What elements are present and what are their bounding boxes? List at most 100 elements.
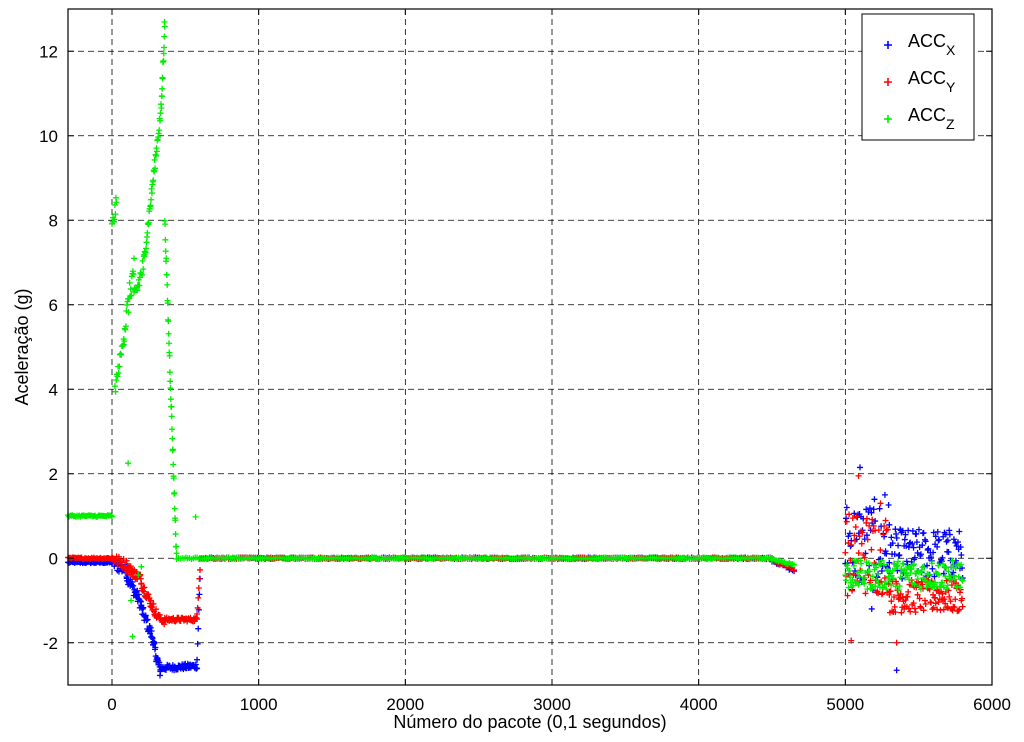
legend-acc-y-label: ACCY [908, 68, 956, 95]
acc-x-point [868, 509, 875, 516]
acc-z-point [150, 177, 157, 184]
acc-z-point [139, 271, 146, 278]
acc-z-point [945, 568, 952, 575]
axis-ticks: 0 1000 2000 3000 4000 5000 6000 -2 0 2 4 6 8 10 12 [39, 9, 1011, 714]
acc-y-point [194, 604, 201, 611]
acc-y-point [123, 557, 130, 564]
acc-x-point [886, 521, 893, 528]
acc-x-point [957, 544, 964, 551]
acc-x-point [934, 528, 941, 535]
acc-y-point [849, 515, 856, 522]
acc-z-point [148, 190, 155, 197]
acc-z-point [865, 560, 872, 567]
acc-y-point [939, 590, 946, 597]
acc-y-point [958, 595, 965, 602]
acc-z-point [868, 581, 875, 588]
acc-y-point [850, 571, 857, 578]
acc-z-point [918, 568, 925, 575]
acc-x-point [895, 542, 902, 549]
x-tick-label: 2000 [386, 695, 424, 714]
x-tick-label: 4000 [680, 695, 718, 714]
acc-x-point [899, 527, 906, 534]
acc-z-point [170, 461, 177, 468]
acc-y-point [912, 609, 919, 616]
acc-y-point [891, 603, 898, 610]
acc-z-point [164, 300, 171, 307]
acc-z-point [944, 582, 951, 589]
acc-z-point [891, 560, 898, 567]
acc-x-point [194, 665, 201, 672]
x-tick-label: 1000 [240, 695, 278, 714]
acc-x-point [151, 639, 158, 646]
acc-y-point [869, 516, 876, 523]
acc-z-point [910, 562, 917, 569]
acc-y-point [194, 616, 201, 623]
acc-z-point [113, 377, 120, 384]
acc-x-point [891, 551, 898, 558]
acc-z-point [791, 561, 797, 568]
acc-z-point [128, 597, 135, 604]
acc-y-point [193, 614, 200, 621]
acc-z-point [169, 446, 176, 453]
acc-x-point [130, 582, 137, 589]
acc-z-point [878, 557, 885, 564]
acc-z-point [908, 565, 915, 572]
acc-z-point [921, 577, 928, 584]
acc-z-point [163, 271, 170, 278]
acc-y-point [881, 523, 888, 530]
acc-y-point [856, 533, 863, 540]
acc-y-point [944, 603, 951, 610]
acc-z-point [895, 558, 902, 565]
acc-y-point [848, 541, 855, 548]
acc-y-point [852, 537, 859, 544]
acc-x-point [866, 505, 873, 512]
acc-y-point [864, 536, 871, 543]
acc-x-point [946, 527, 953, 534]
acc-z-point [145, 219, 152, 226]
acc-y-point [940, 606, 947, 613]
acc-z-point [895, 586, 902, 593]
plot-frame [67, 8, 993, 686]
acc-z-point [959, 577, 966, 584]
acc-z-point [164, 281, 171, 288]
acc-x-point [953, 542, 960, 549]
acc-z-point [167, 385, 174, 392]
legend-acc-z-name: ACC [908, 105, 946, 125]
acc-x-point [854, 514, 861, 521]
y-tick-label: 12 [39, 42, 58, 61]
acc-x-point [945, 549, 952, 556]
acc-z-point [910, 561, 917, 568]
acc-x-point [196, 591, 203, 598]
acc-y-point [196, 575, 203, 582]
acc-y-point [848, 637, 855, 644]
acc-z-point [888, 582, 895, 589]
acc-z-point [939, 579, 946, 586]
acc-z-point [158, 104, 165, 111]
acc-x-point [915, 526, 922, 533]
acc-z-point [843, 577, 850, 584]
acc-x-point [936, 536, 943, 543]
y-tick-label: 4 [49, 380, 58, 399]
acc-z-point [943, 564, 950, 571]
acc-y-point [855, 550, 862, 557]
acc-y-point [898, 609, 905, 616]
acc-z-point [131, 255, 137, 262]
acc-z-point [159, 85, 166, 92]
acc-z-point [118, 351, 125, 358]
series-acc-z [65, 19, 966, 640]
x-tick-label: 5000 [826, 695, 864, 714]
acc-z-point [162, 236, 169, 243]
acc-x-point [870, 506, 877, 513]
acc-z-point [138, 563, 145, 570]
data-points [65, 19, 966, 679]
acc-z-point [907, 569, 914, 576]
acc-z-point [885, 573, 892, 580]
acc-z-point [126, 279, 133, 286]
acc-z-point [127, 286, 134, 293]
acc-y-point [119, 559, 126, 566]
acc-z-point [107, 512, 114, 519]
acc-x-point [851, 510, 858, 517]
acc-z-point [162, 248, 169, 255]
acc-z-point [857, 557, 864, 564]
acc-z-point [925, 571, 932, 578]
